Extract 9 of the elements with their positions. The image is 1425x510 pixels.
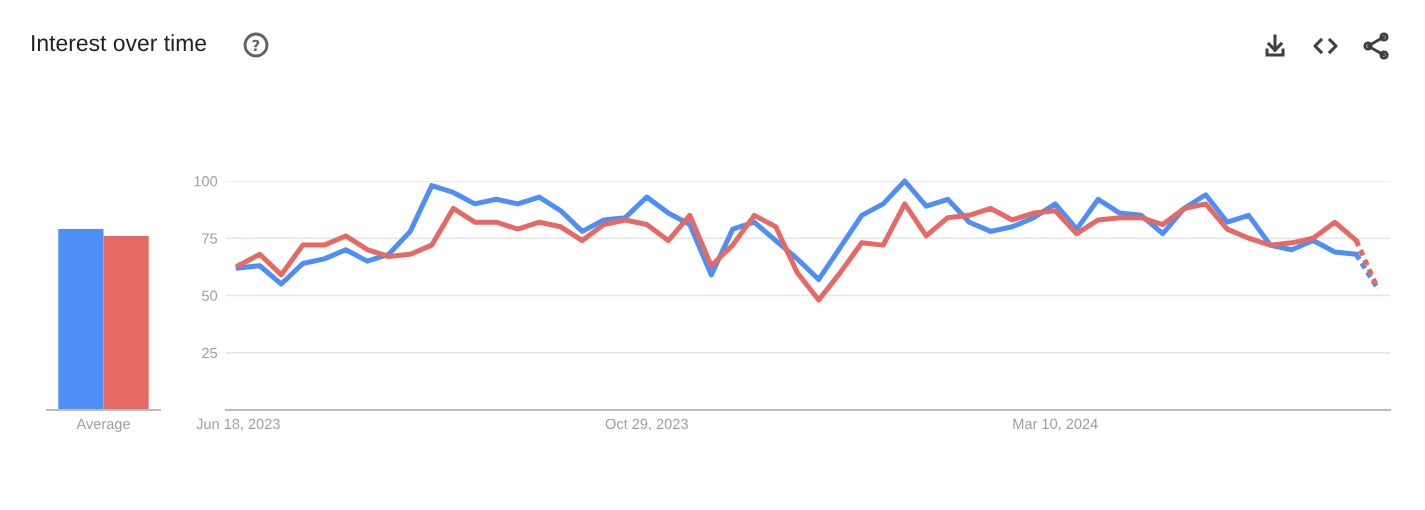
y-tick-label: 100: [194, 176, 218, 187]
x-tick-label: Mar 10, 2024: [1013, 418, 1098, 431]
chart-title: Interest over time: [32, 34, 207, 52]
x-tick-label: Average: [76, 418, 130, 432]
y-tick-label: 75: [202, 233, 218, 244]
y-tick-label: 50: [202, 290, 218, 301]
x-tick-label: Jun 18, 2023: [196, 418, 280, 431]
x-tick-label: Oct 29, 2023: [605, 418, 688, 431]
y-tick-label: 25: [202, 347, 218, 359]
